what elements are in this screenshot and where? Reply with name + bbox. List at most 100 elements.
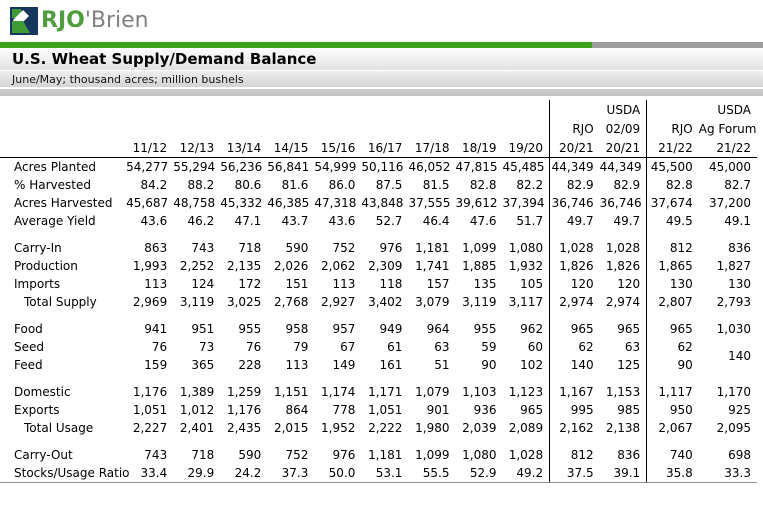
section-spacer-row (0, 437, 757, 446)
spacer-cell (549, 374, 600, 383)
corner-cell (0, 119, 126, 138)
value-cell: 2,015 (273, 421, 309, 435)
value-cell: 81.5 (422, 178, 450, 192)
value-cell: 161 (379, 358, 403, 372)
value-cell: 67 (340, 340, 356, 354)
value-cell: 949 (379, 322, 403, 336)
value-cell: 2,039 (462, 421, 497, 435)
spacer-cell (173, 374, 220, 383)
value-cell: 950 (646, 401, 699, 419)
row-label: Acres Planted (14, 160, 96, 174)
value-cell: 901 (426, 403, 450, 417)
value-cell: 1,103 (462, 385, 497, 399)
spacer-cell (0, 230, 126, 239)
spacer-cell (220, 437, 267, 446)
spacer-cell (314, 230, 361, 239)
value-cell: 130 (646, 275, 699, 293)
header-cell (314, 100, 361, 119)
header-cell: RJO (646, 119, 699, 138)
spacer-cell (549, 230, 600, 239)
value-cell: 965 (549, 320, 600, 338)
value-cell: 45,500 (646, 157, 699, 176)
header-cell (126, 100, 173, 119)
spacer-cell (173, 311, 220, 320)
value-cell: 39.1 (599, 464, 647, 483)
spacer-cell (646, 437, 699, 446)
value-cell: 1,080 (462, 448, 497, 462)
table-row: Seed 76 73 76 79 67 61 63 59 60 62 63 62 140 (0, 338, 757, 363)
value-cell: 56,236 (220, 160, 263, 174)
header-cell: 20/21 (549, 138, 600, 158)
table-row: Acres Planted 54,277 55,294 56,236 56,841 54,… (0, 157, 757, 176)
row-label: Seed (14, 340, 44, 354)
value-cell: 125 (617, 358, 641, 372)
value-cell: 955 (473, 322, 497, 336)
value-cell: 2,162 (549, 419, 600, 437)
value-cell: 63 (624, 340, 641, 354)
value-cell: 812 (549, 446, 600, 464)
table-row: Carry-Out 743 718 590 752 976 1,181 1,099 1,080 1… (0, 446, 757, 464)
value-cell: 1,028 (508, 448, 544, 462)
header-cell (408, 100, 455, 119)
value-cell: 590 (285, 241, 309, 255)
spacer-cell (220, 230, 267, 239)
spacer-cell (267, 311, 314, 320)
value-cell: 958 (285, 322, 309, 336)
value-cell: 52.7 (375, 214, 403, 228)
header-cell (646, 100, 699, 119)
value-cell: 56,841 (267, 160, 310, 174)
value-cell: 2,974 (549, 293, 600, 311)
value-cell: 39,612 (455, 196, 498, 210)
value-cell: 102 (520, 358, 544, 372)
table-row: Exports 1,051 1,012 1,176 864 778 1,051 901 936 9… (0, 401, 757, 419)
spacer-cell (408, 311, 455, 320)
value-cell: 1,099 (462, 241, 497, 255)
value-cell: 941 (144, 322, 168, 336)
spacer-cell (600, 437, 647, 446)
value-cell: 1,174 (321, 385, 356, 399)
table-row: % Harvested 84.2 88.2 80.6 81.6 86.0 87.5 81.5 8… (0, 176, 757, 194)
value-cell: 2,401 (179, 421, 215, 435)
value-cell: 124 (191, 277, 215, 291)
spacer-cell (549, 437, 600, 446)
header-cell: USDA (606, 102, 641, 117)
brand-bar-green-segment (0, 42, 592, 48)
value-cell: 976 (379, 241, 403, 255)
value-cell: 962 (520, 322, 544, 336)
value-cell: 113 (332, 277, 356, 291)
spacer-cell (699, 374, 757, 383)
spacer-cell (600, 311, 647, 320)
header-cell (173, 119, 220, 138)
value-cell: 3,025 (226, 295, 262, 309)
value-cell: 740 (646, 446, 699, 464)
value-cell: 1,123 (508, 385, 544, 399)
spacer-cell (503, 230, 550, 239)
value-cell: 157 (426, 277, 450, 291)
value-cell: 118 (379, 277, 403, 291)
value-cell: 60 (527, 340, 544, 354)
value-cell: 82.8 (646, 176, 699, 194)
value-cell: 86.0 (328, 178, 356, 192)
row-label: Domestic (14, 385, 71, 399)
row-label: Stocks/Usage Ratio (0, 464, 130, 483)
value-cell: 718 (191, 448, 215, 462)
value-cell: 44,349 (549, 157, 600, 176)
value-cell: 172 (238, 277, 262, 291)
value-cell: 135 (473, 277, 497, 291)
value-cell: 37,555 (408, 196, 451, 210)
spacer-cell (126, 311, 173, 320)
value-cell: 1,151 (273, 385, 309, 399)
value-cell: 82.2 (516, 178, 544, 192)
table-row: Feed 159 365 228 113 149 161 51 90 102 140 125 90 (0, 356, 757, 374)
spacer-cell (600, 374, 647, 383)
value-cell: 36,746 (599, 196, 642, 210)
spacer-cell (267, 230, 314, 239)
value-cell: 47.1 (234, 214, 262, 228)
header-cell (503, 100, 550, 119)
header-cell (361, 119, 408, 138)
spacer-cell (699, 230, 757, 239)
value-cell: 1,993 (132, 259, 168, 273)
table-row: Stocks/Usage Ratio 33.4 29.9 24.2 37.3 50.0 53… (0, 464, 757, 483)
rjo-brien-logo-icon (10, 7, 38, 35)
value-cell: 1,932 (508, 259, 544, 273)
